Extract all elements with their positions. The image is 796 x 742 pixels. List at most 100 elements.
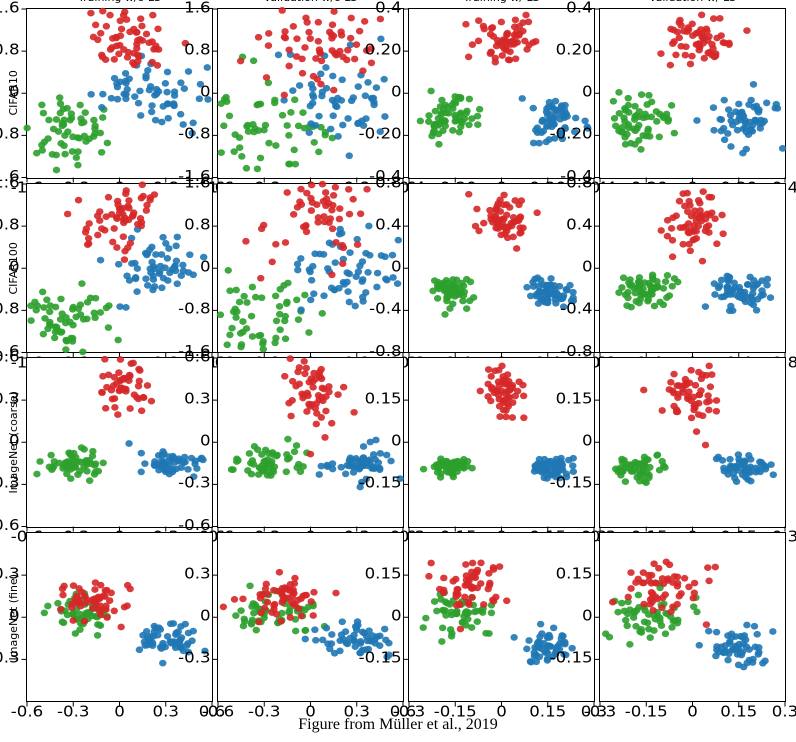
scatter-series-red <box>657 11 750 68</box>
scatter-series-green <box>23 94 111 173</box>
svg-text:-0.3: -0.3 <box>0 473 20 491</box>
scatter-series-red <box>281 355 358 457</box>
svg-text:-0.15: -0.15 <box>359 473 402 491</box>
svg-text:0: 0 <box>200 606 211 624</box>
scatter-panel: ImageNet (fine)-0.6-0.300.30.6-0.300.3 <box>26 532 213 703</box>
svg-text:0.6: 0.6 <box>184 347 210 365</box>
svg-text:0: 0 <box>9 257 20 275</box>
svg-text:0.20: 0.20 <box>556 40 593 58</box>
scatter-series-green <box>429 275 477 317</box>
svg-text:-0.3: -0.3 <box>178 648 210 666</box>
svg-text:0.4: 0.4 <box>566 0 592 16</box>
svg-text:0.3: 0.3 <box>184 389 210 407</box>
svg-text:-0.8: -0.8 <box>0 299 20 317</box>
scatter-panel: Training w/o LSCIFAR10-1.6-0.800.81.6-1.… <box>26 8 213 179</box>
scatter-series-red <box>640 363 720 449</box>
svg-text:1.6: 1.6 <box>0 173 20 191</box>
svg-text:0: 0 <box>9 82 20 100</box>
svg-text:0: 0 <box>582 431 593 449</box>
svg-text:0: 0 <box>391 82 402 100</box>
svg-text:0.3: 0.3 <box>184 564 210 582</box>
svg-text:-0.3: -0.3 <box>0 648 20 666</box>
scatter-svg: -0.8-0.400.40.8-0.8-0.400.40.8 <box>409 184 594 353</box>
scatter-series-green <box>33 444 107 484</box>
scatter-series-green <box>217 267 338 353</box>
figure-caption: Figure from Müller et al., 2019 <box>0 716 796 734</box>
subplot-grid: Training w/o LSCIFAR10-1.6-0.800.81.6-1.… <box>26 8 786 702</box>
scatter-svg: -1.6-0.800.81.6-1.6-0.800.81.6 <box>218 9 403 178</box>
svg-text:0.15: 0.15 <box>556 389 593 407</box>
svg-text:-0.6: -0.6 <box>0 516 20 534</box>
scatter-series-green <box>615 271 681 310</box>
scatter-svg: -0.3-0.1500.150.3-0.1500.15 <box>600 358 785 527</box>
svg-text:0: 0 <box>391 606 402 624</box>
scatter-svg: -0.6-0.300.30.6-0.300.3 <box>218 533 403 702</box>
scatter-series-blue <box>702 272 774 314</box>
figure: Training w/o LSCIFAR10-1.6-0.800.81.6-1.… <box>0 0 796 742</box>
scatter-series-red <box>87 8 189 69</box>
scatter-panel: Validation w/o LS-1.6-0.800.81.6-1.6-0.8… <box>217 8 404 179</box>
svg-text:-0.4: -0.4 <box>369 299 401 317</box>
scatter-panel: -0.3-0.1500.150.3-0.1500.15 <box>599 532 786 703</box>
svg-text:0: 0 <box>9 606 20 624</box>
scatter-svg: -1.6-0.800.81.6-1.6-0.800.81.6 <box>27 184 212 353</box>
scatter-panel: -0.8-0.400.40.8-0.8-0.400.40.8 <box>408 183 595 354</box>
svg-text:0.8: 0.8 <box>375 173 401 191</box>
scatter-series-blue <box>713 451 777 485</box>
scatter-series-red <box>242 180 371 281</box>
svg-text:-0.20: -0.20 <box>550 124 593 142</box>
svg-text:-0.15: -0.15 <box>550 648 593 666</box>
svg-text:-0.15: -0.15 <box>550 473 593 491</box>
svg-text:0.4: 0.4 <box>566 215 592 233</box>
svg-text:-0.4: -0.4 <box>560 299 592 317</box>
svg-text:-0.8: -0.8 <box>0 124 20 142</box>
scatter-svg: -0.3-0.1500.150.3-0.1500.15 <box>600 533 785 702</box>
scatter-svg: -0.6-0.300.30.6-0.6-0.300.30.6 <box>218 358 403 527</box>
scatter-svg: -0.6-0.300.30.6-0.300.3 <box>27 533 212 702</box>
svg-text:0.6: 0.6 <box>0 347 20 365</box>
column-title: Validation w/ LS <box>600 0 785 4</box>
svg-text:0.8: 0.8 <box>0 40 20 58</box>
scatter-svg: -0.8-0.400.40.8-0.8-0.400.40.8 <box>600 184 785 353</box>
svg-text:0.8: 0.8 <box>184 215 210 233</box>
scatter-svg: -0.4-0.2000.200.4-0.4-0.2000.200.4 <box>600 9 785 178</box>
scatter-series-red <box>465 190 541 251</box>
scatter-series-green <box>610 89 678 153</box>
svg-text:1.6: 1.6 <box>0 0 20 16</box>
scatter-series-red <box>657 188 726 264</box>
scatter-svg: -0.3-0.1500.150.3-0.1500.15 <box>409 533 594 702</box>
scatter-series-green <box>228 436 311 479</box>
svg-text:0: 0 <box>391 431 402 449</box>
svg-text:0.4: 0.4 <box>375 0 401 16</box>
scatter-panel: -0.3-0.1500.150.3-0.1500.15 <box>599 357 786 528</box>
scatter-series-red <box>462 12 539 66</box>
scatter-panel: -0.3-0.1500.150.3-0.1500.15 <box>408 532 595 703</box>
scatter-panel: Validation w/ LS-0.4-0.2000.200.4-0.4-0.… <box>599 8 786 179</box>
svg-text:0: 0 <box>200 82 211 100</box>
scatter-panel: CIFAR100-1.6-0.800.81.6-1.6-0.800.81.6 <box>26 183 213 354</box>
svg-text:-0.20: -0.20 <box>359 124 402 142</box>
scatter-svg: -0.4-0.2000.200.4-0.4-0.2000.200.4 <box>409 9 594 178</box>
scatter-series-green <box>27 280 122 355</box>
svg-text:0: 0 <box>200 431 211 449</box>
svg-text:-0.8: -0.8 <box>178 299 210 317</box>
scatter-panel: -0.8-0.400.40.8-0.8-0.400.40.8 <box>599 183 786 354</box>
svg-text:0.15: 0.15 <box>365 564 402 582</box>
scatter-series-blue <box>696 621 777 670</box>
svg-text:1.6: 1.6 <box>184 173 210 191</box>
scatter-panel: -0.6-0.300.30.6-0.6-0.300.30.6 <box>217 357 404 528</box>
svg-text:0: 0 <box>582 606 593 624</box>
svg-text:0.8: 0.8 <box>566 173 592 191</box>
svg-text:0: 0 <box>582 257 593 275</box>
scatter-series-blue <box>693 81 786 156</box>
svg-text:-0.3: -0.3 <box>178 473 210 491</box>
svg-text:-0.8: -0.8 <box>178 124 210 142</box>
scatter-svg: -1.6-0.800.81.6-1.6-0.800.81.6 <box>218 184 403 353</box>
svg-text:0.3: 0.3 <box>0 389 20 407</box>
scatter-svg: -0.6-0.300.30.6-0.6-0.300.30.6 <box>27 358 212 527</box>
svg-text:0.4: 0.4 <box>375 215 401 233</box>
svg-text:0.8: 0.8 <box>0 215 20 233</box>
svg-text:0: 0 <box>391 257 402 275</box>
svg-text:0: 0 <box>582 82 593 100</box>
svg-text:0: 0 <box>9 431 20 449</box>
